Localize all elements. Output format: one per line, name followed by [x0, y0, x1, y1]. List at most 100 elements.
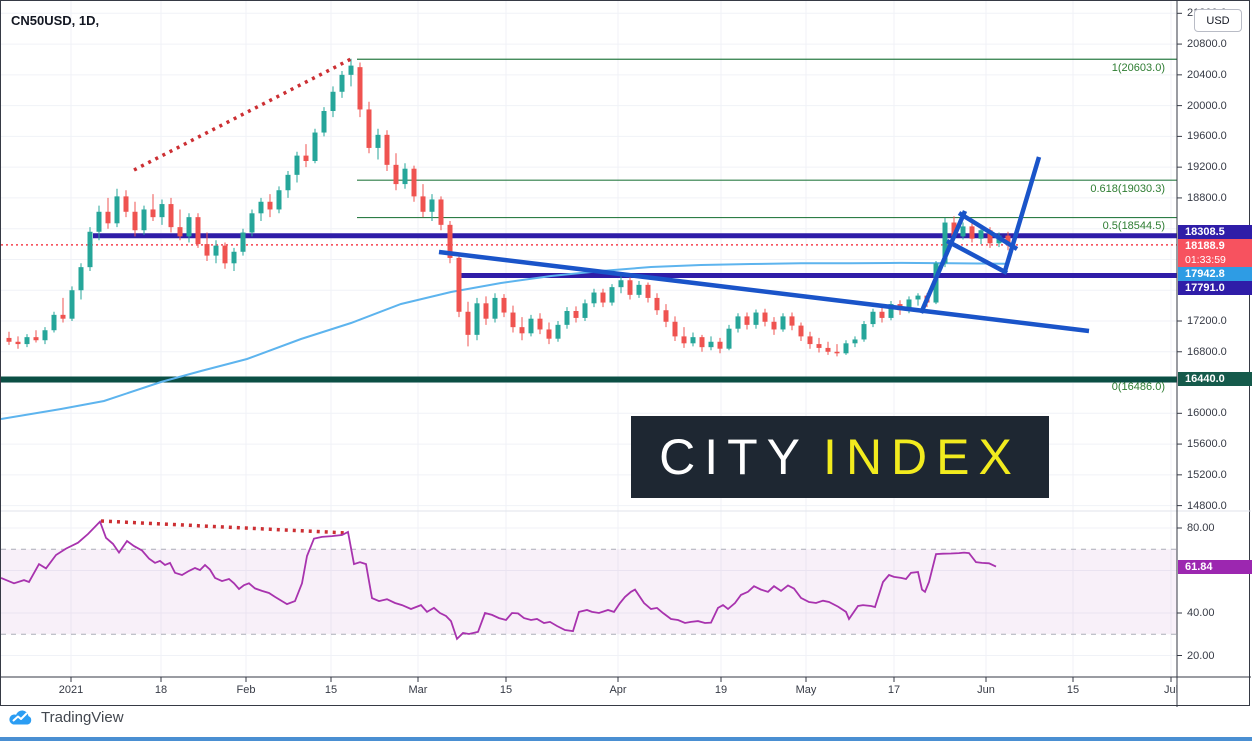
candle-body [177, 227, 183, 237]
trendline[interactable] [918, 210, 968, 314]
candle-body [393, 164, 399, 185]
candle-body [519, 327, 525, 334]
candle-body [483, 303, 489, 319]
candle-body [744, 316, 750, 325]
time-tick-label: Apr [609, 684, 627, 696]
price-label-support: 17791.0 [1178, 281, 1252, 295]
candle-body [132, 211, 138, 231]
candle-body [537, 318, 543, 330]
candle-body [312, 132, 318, 161]
candle-body [159, 204, 165, 218]
fib-label-1: 1(20603.0) [1111, 62, 1165, 74]
candle-body [69, 290, 75, 319]
candle-body [60, 314, 66, 319]
candle-body [825, 347, 831, 352]
candle-body [987, 230, 993, 244]
time-tick-label: Jun [977, 684, 995, 696]
candle-body [240, 232, 246, 252]
candle-body [969, 226, 975, 239]
candle-body [402, 168, 408, 185]
trendline[interactable] [100, 519, 348, 535]
candle-body [33, 337, 39, 341]
trendline[interactable] [945, 239, 1009, 275]
candle-body [861, 324, 867, 340]
candle-body [15, 341, 21, 345]
candle-body [168, 204, 174, 228]
time-tick-label: 18 [154, 684, 168, 696]
candle-body [546, 329, 552, 339]
currency-badge[interactable]: USD [1194, 9, 1242, 32]
rsi-value-label: 61.84 [1178, 560, 1252, 574]
fib-label-0: 0(16486.0) [1111, 381, 1165, 393]
candle-body [645, 284, 651, 298]
candle-body [195, 217, 201, 245]
candle-body [42, 330, 48, 341]
time-tick-label: Jul [1163, 684, 1177, 696]
trendline[interactable] [957, 211, 1019, 251]
candle-body [366, 109, 372, 148]
candle-body [681, 336, 687, 344]
candle-body [591, 292, 597, 304]
candle-body [717, 341, 723, 349]
candle-body [807, 336, 813, 345]
moving-average-line[interactable] [1, 261, 1007, 420]
time-tick-label: 19 [714, 684, 728, 696]
trendline[interactable] [438, 249, 1090, 334]
candle-body [114, 196, 120, 224]
price-label-ma: 17942.8 [1178, 267, 1252, 281]
candle-body [24, 337, 30, 345]
candle-body [942, 222, 948, 264]
candle-body [78, 267, 84, 291]
price-label-resistance-upper: 18308.5 [1178, 225, 1252, 239]
candle-body [663, 310, 669, 322]
candle-body [699, 337, 705, 348]
candle-body [708, 341, 714, 348]
candle-body [222, 245, 228, 264]
candle-body [267, 201, 273, 210]
candle-body [105, 211, 111, 224]
candle-body [492, 297, 498, 319]
time-tick-label: 17 [887, 684, 901, 696]
bottom-accent-bar [0, 737, 1252, 741]
candle-body [627, 280, 633, 295]
candlestick-chart-canvas[interactable] [1, 1, 1252, 707]
trendline[interactable] [133, 56, 354, 172]
candle-body [384, 134, 390, 165]
candle-body [429, 199, 435, 212]
candle-body [780, 316, 786, 330]
candle-body [879, 311, 885, 318]
candle-body [735, 316, 741, 329]
candle-body [321, 111, 327, 133]
time-axis[interactable]: 2021 18 Feb 15 Mar 15 Apr 19 May 17 Jun 15 Jul [1, 684, 1177, 702]
rsi-line[interactable] [1, 519, 997, 641]
candle-body [834, 351, 840, 354]
candle-body [762, 312, 768, 322]
candle-body [375, 134, 381, 148]
candle-body [204, 244, 210, 256]
candle-body [411, 168, 417, 197]
watermark-word-city: CITY [659, 429, 810, 485]
candle-body [474, 303, 480, 335]
candle-body [555, 324, 561, 339]
candle-body [753, 312, 759, 325]
chart-widget: CN50USD, 1D, USD 1(20603.0) 0.618(19030.… [0, 0, 1252, 707]
candle-body [303, 155, 309, 161]
time-tick-label: 15 [324, 684, 338, 696]
trendline[interactable] [1002, 156, 1042, 272]
price-label-last: 18188.9 [1178, 239, 1252, 253]
candle-body [951, 222, 957, 237]
candle-body [213, 245, 219, 256]
tradingview-attribution[interactable]: TradingView [8, 709, 124, 726]
candle-body [816, 344, 822, 348]
candle-body [330, 91, 336, 111]
candle-body [690, 337, 696, 344]
candle-body [186, 217, 192, 237]
candle-body [789, 316, 795, 326]
candle-body [87, 231, 93, 268]
symbol-title[interactable]: CN50USD, 1D, [11, 13, 100, 28]
time-tick-label: May [795, 684, 817, 696]
candle-body [960, 226, 966, 237]
candle-body [915, 295, 921, 300]
candle-body [906, 299, 912, 311]
candle-body [6, 337, 12, 342]
